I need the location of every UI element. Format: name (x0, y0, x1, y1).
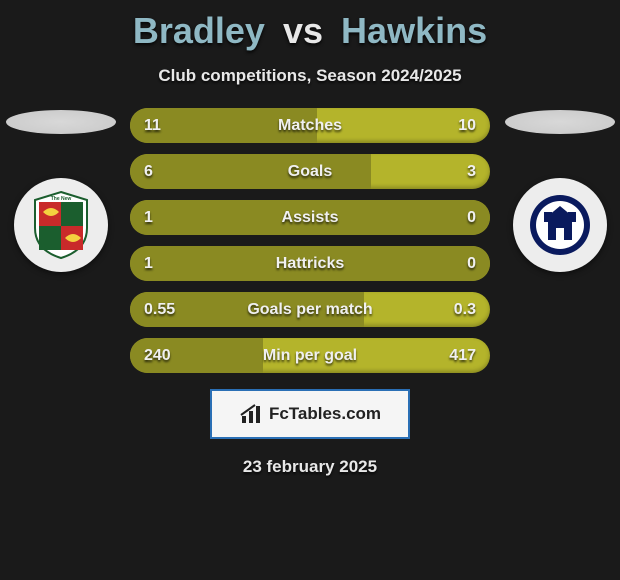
stat-right-value: 3 (467, 163, 476, 181)
stat-right-value: 0 (467, 255, 476, 273)
stat-bar-goals: 6 Goals 3 (130, 154, 490, 189)
stat-bar-mpg: 240 Min per goal 417 (130, 338, 490, 373)
stat-left-value: 11 (144, 117, 161, 135)
stat-label: Min per goal (263, 347, 357, 365)
svg-text:The New: The New (50, 196, 71, 202)
player2-name: Hawkins (341, 10, 487, 51)
stat-left-value: 1 (144, 255, 153, 273)
subtitle: Club competitions, Season 2024/2025 (0, 66, 620, 86)
left-side: The New (3, 108, 118, 272)
stat-label: Assists (282, 209, 339, 227)
stats-bars: 11 Matches 10 6 Goals 3 1 Assists 0 1 Hattricks 0 0.… (130, 108, 490, 373)
stat-bar-matches: 11 Matches 10 (130, 108, 490, 143)
stat-bar-hattricks: 1 Hattricks 0 (130, 246, 490, 281)
stat-left-value: 0.55 (144, 301, 175, 319)
club-left-icon: The New (31, 190, 91, 260)
stat-bar-gpm: 0.55 Goals per match 0.3 (130, 292, 490, 327)
right-side (502, 108, 617, 272)
stat-label: Hattricks (276, 255, 344, 273)
comparison-card: Bradley vs Hawkins Club competitions, Se… (0, 0, 620, 580)
page-title: Bradley vs Hawkins (0, 10, 620, 52)
vs-label: vs (283, 10, 323, 51)
club-right-icon (530, 190, 590, 260)
stat-left-value: 6 (144, 163, 153, 181)
chart-icon (239, 402, 263, 426)
main-row: The New 11 Matches 10 6 Goals 3 1 Assists 0 1 Hatt… (0, 108, 620, 373)
stat-right-value: 417 (449, 347, 476, 365)
stat-right-value: 10 (458, 117, 476, 135)
stat-left-value: 1 (144, 209, 153, 227)
player2-avatar-placeholder (505, 110, 615, 134)
source-badge-text: FcTables.com (269, 404, 381, 424)
player1-name: Bradley (133, 10, 265, 51)
date-label: 23 february 2025 (0, 457, 620, 477)
stat-right-value: 0 (467, 209, 476, 227)
player2-club-badge (513, 178, 607, 272)
stat-right-value: 0.3 (454, 301, 476, 319)
stat-label: Goals per match (247, 301, 372, 319)
player1-club-badge: The New (14, 178, 108, 272)
stat-fill-left (130, 154, 371, 189)
stat-left-value: 240 (144, 347, 171, 365)
stat-label: Matches (278, 117, 342, 135)
stat-label: Goals (288, 163, 332, 181)
source-badge[interactable]: FcTables.com (210, 389, 410, 439)
stat-bar-assists: 1 Assists 0 (130, 200, 490, 235)
player1-avatar-placeholder (6, 110, 116, 134)
